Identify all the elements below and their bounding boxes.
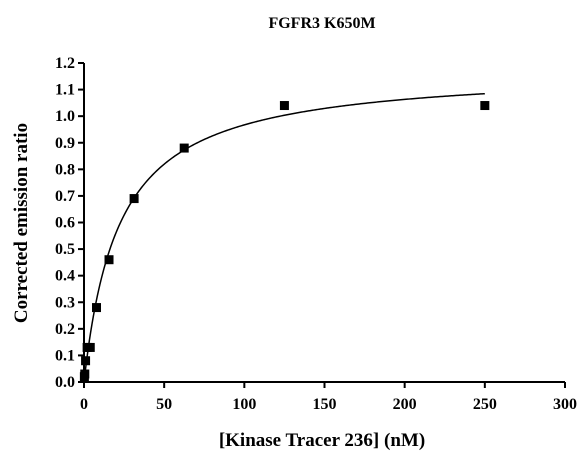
data-point [81, 356, 91, 366]
y-tick-label: 0.6 [55, 215, 75, 232]
x-tick-label: 250 [473, 396, 497, 413]
x-tick-label: 300 [553, 396, 577, 413]
data-point [92, 303, 102, 313]
data-point [104, 255, 114, 265]
y-tick-label: 1.0 [55, 108, 75, 125]
y-tick-label: 0.2 [55, 321, 75, 338]
y-tick-label: 0.3 [55, 294, 75, 311]
x-tick-label: 50 [156, 396, 172, 413]
data-point [129, 194, 139, 204]
y-tick-label: 0.1 [55, 347, 75, 364]
plot-area: 0.0 0.1 0.2 0.3 0.4 0.5 0.6 0.7 0.8 0.9 1.0 1.1 1.2 0… [55, 55, 577, 413]
data-point [80, 369, 90, 379]
y-tick-label: 1.2 [55, 55, 75, 72]
data-point [179, 143, 189, 153]
y-axis-label: Corrected emission ratio [11, 123, 32, 323]
y-tick-label: 0.8 [55, 161, 75, 178]
y-tick-label: 0.0 [55, 374, 75, 391]
y-tick-label: 1.1 [55, 82, 75, 99]
data-point [279, 101, 289, 111]
fit-curve [83, 92, 485, 383]
x-tick-label: 100 [232, 396, 256, 413]
x-tick-label: 200 [393, 396, 417, 413]
x-axis-label: [Kinase Tracer 236] (nM) [219, 430, 425, 451]
chart-title: FGFR3 K650M [268, 15, 375, 32]
y-tick-label: 0.5 [55, 241, 75, 258]
y-tick-label: 0.7 [55, 188, 75, 205]
data-point [480, 101, 490, 111]
data-point [85, 342, 95, 352]
x-tick-label: 150 [313, 396, 337, 413]
x-tick-label: 0 [80, 396, 88, 413]
y-tick-label: 0.4 [55, 268, 75, 285]
y-tick-label: 0.9 [55, 135, 75, 152]
